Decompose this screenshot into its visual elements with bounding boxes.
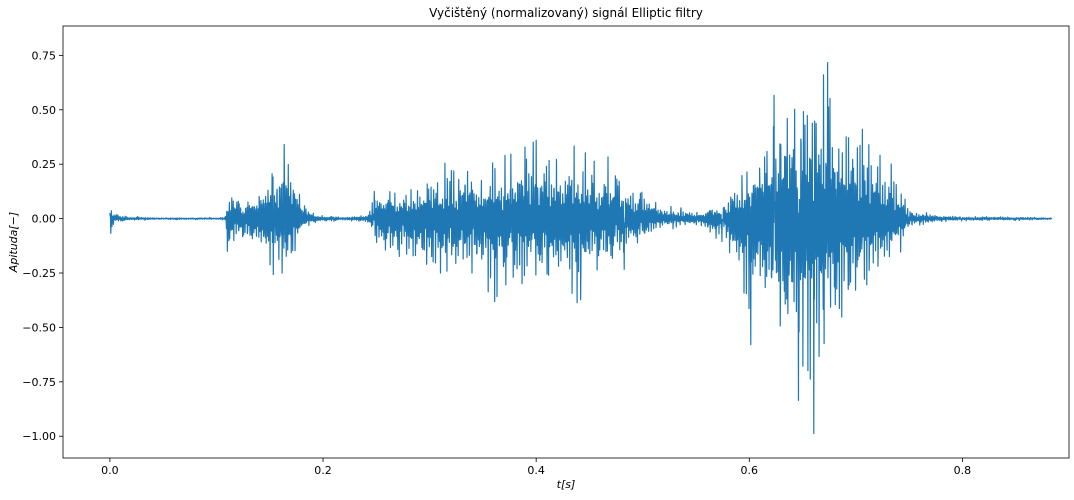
y-tick-label: 0.75 xyxy=(32,49,57,62)
x-tick-label: 0.4 xyxy=(527,464,545,477)
y-axis-label: Apituda[−] xyxy=(7,212,20,273)
y-tick-label: −0.50 xyxy=(22,321,56,334)
y-tick-label: −0.75 xyxy=(22,376,56,389)
signal-line xyxy=(109,61,1053,435)
x-tick-label: 0.6 xyxy=(741,464,759,477)
x-axis: 0.0 0.2 0.4 0.6 0.8 xyxy=(101,458,971,477)
plot-area xyxy=(109,61,1053,435)
y-tick-label: 0.25 xyxy=(32,158,57,171)
y-tick-label: −0.25 xyxy=(22,267,56,280)
chart-title: Vyčištěný (normalizovaný) signál Ellipti… xyxy=(429,6,703,20)
y-tick-label: 0.00 xyxy=(32,213,57,226)
y-axis: 0.75 0.50 0.25 0.00 −0.25 −0.50 −0.75 −1.00 xyxy=(22,49,63,443)
x-tick-label: 0.8 xyxy=(954,464,972,477)
y-tick-label: −1.00 xyxy=(22,430,56,443)
x-tick-label: 0.0 xyxy=(101,464,119,477)
x-axis-label: t[s] xyxy=(557,478,576,491)
x-tick-label: 0.2 xyxy=(314,464,332,477)
axes-frame xyxy=(62,25,1070,459)
y-tick-label: 0.50 xyxy=(32,104,57,117)
